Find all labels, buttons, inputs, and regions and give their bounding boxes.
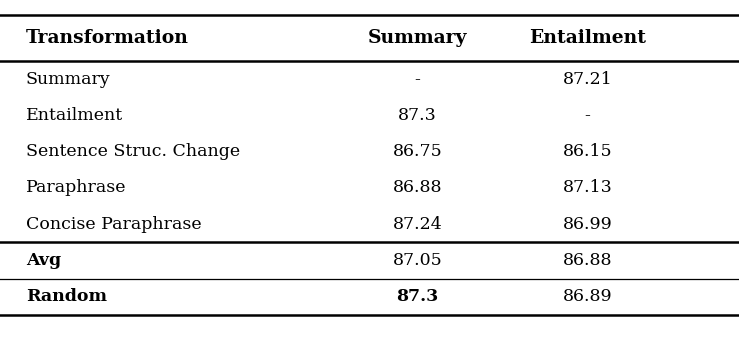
Text: 87.3: 87.3 [396, 288, 439, 305]
Text: 86.88: 86.88 [393, 179, 442, 197]
Text: 87.24: 87.24 [392, 216, 443, 233]
Text: Concise Paraphrase: Concise Paraphrase [26, 216, 202, 233]
Text: Transformation: Transformation [26, 29, 188, 47]
Text: Paraphrase: Paraphrase [26, 179, 126, 197]
Text: Random: Random [26, 288, 107, 305]
Text: Summary: Summary [26, 71, 111, 88]
Text: Entailment: Entailment [26, 107, 123, 124]
Text: Summary: Summary [368, 29, 467, 47]
Text: 87.05: 87.05 [392, 252, 443, 269]
Text: 87.13: 87.13 [562, 179, 613, 197]
Text: 87.3: 87.3 [398, 107, 437, 124]
Text: Sentence Struc. Change: Sentence Struc. Change [26, 143, 240, 160]
Text: 86.99: 86.99 [562, 216, 613, 233]
Text: Entailment: Entailment [529, 29, 646, 47]
Text: 86.88: 86.88 [563, 252, 612, 269]
Text: -: - [585, 107, 590, 124]
Text: 86.89: 86.89 [562, 288, 613, 305]
Text: 87.21: 87.21 [562, 71, 613, 88]
Text: 86.15: 86.15 [562, 143, 613, 160]
Text: Avg: Avg [26, 252, 61, 269]
Text: 86.75: 86.75 [392, 143, 443, 160]
Text: -: - [415, 71, 420, 88]
